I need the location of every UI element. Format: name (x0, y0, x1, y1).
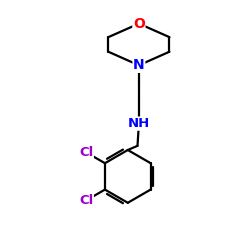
Text: Cl: Cl (79, 194, 93, 207)
Text: O: O (133, 16, 145, 30)
Text: Cl: Cl (79, 146, 93, 159)
Text: N: N (133, 58, 145, 72)
Text: NH: NH (128, 117, 150, 130)
